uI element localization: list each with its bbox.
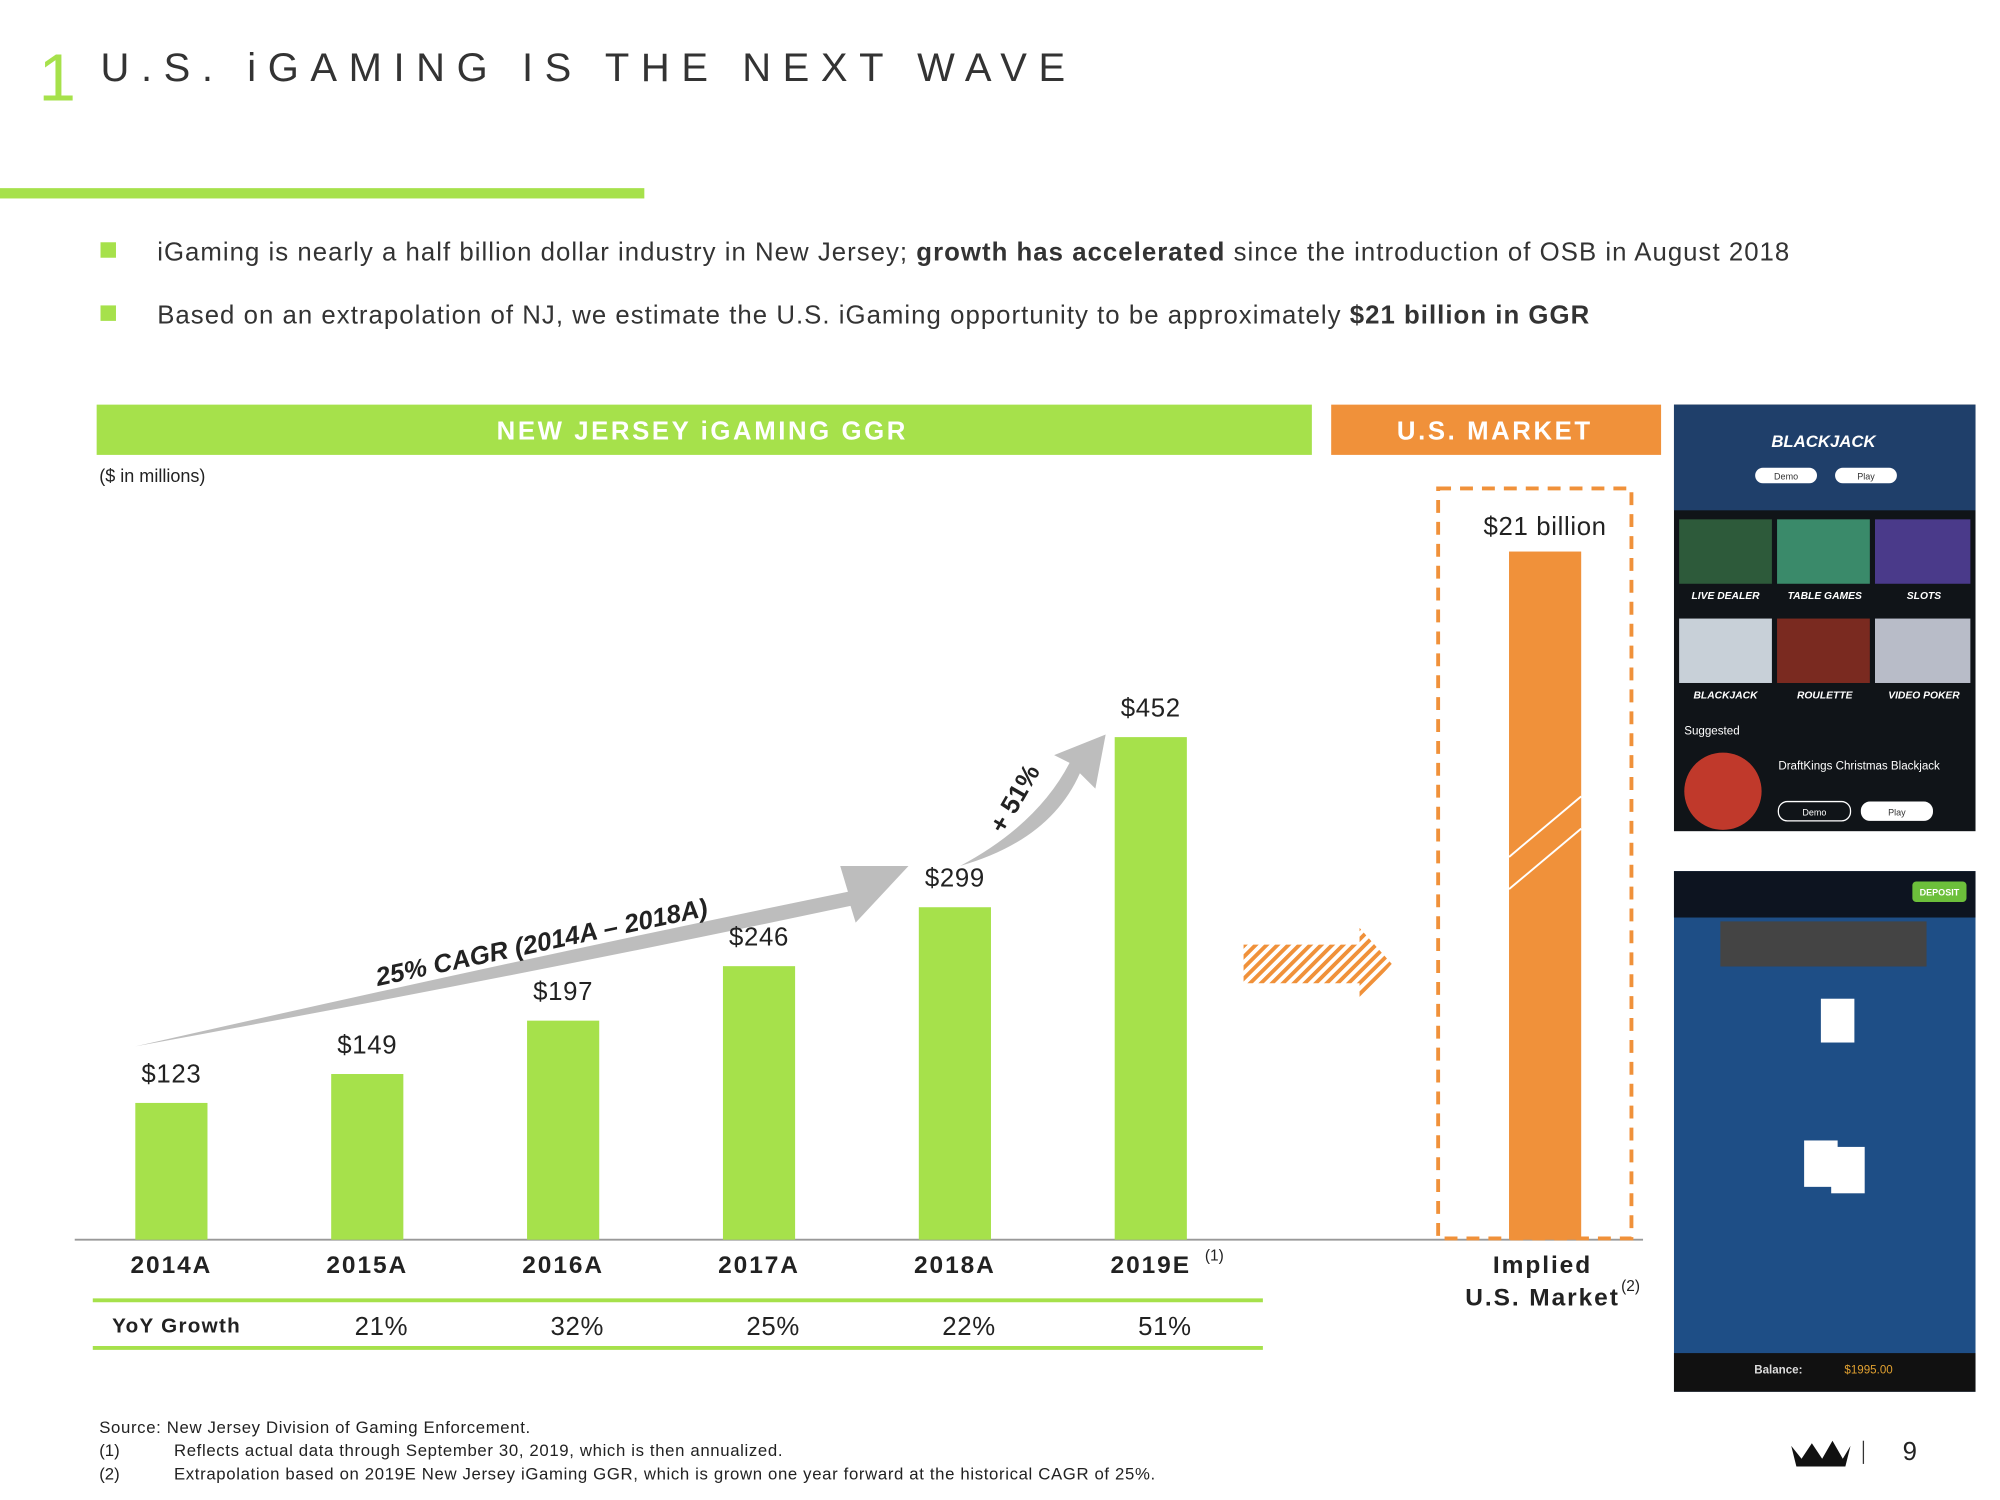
chart-header-bg [96, 404, 1312, 455]
footnote-marker: (2) [99, 1464, 119, 1483]
yoy-value: 21% [355, 1313, 409, 1341]
transition-arrow [1243, 927, 1392, 1000]
yoy-label: YoY Growth [112, 1314, 241, 1337]
growth-arrow [960, 734, 1106, 866]
bullet-marker [100, 242, 116, 258]
game-icon [1684, 752, 1762, 830]
phone-banner [1673, 404, 1976, 511]
yoy-value: 22% [942, 1313, 996, 1341]
bar [331, 1074, 404, 1240]
phone-footer [1673, 1353, 1976, 1392]
value-label: $149 [337, 1031, 397, 1059]
value-label: $21 billion [1484, 513, 1607, 541]
tile-image [1777, 519, 1870, 584]
screen-text: ROULETTE [1797, 690, 1854, 701]
value-label: $246 [729, 924, 789, 952]
button [1835, 467, 1897, 484]
x-tick-label: U.S. Market [1465, 1284, 1620, 1311]
screen-text: LIVE DEALER [1691, 591, 1760, 602]
page-number: 9 [1903, 1438, 1917, 1466]
value-label: $299 [925, 865, 985, 893]
phone-top [1673, 404, 1976, 832]
x-tick-label: 2018A [914, 1252, 996, 1279]
phone-bottom [1673, 871, 1976, 1392]
tile-image [1777, 618, 1870, 683]
card [1831, 1146, 1865, 1194]
value-label: $123 [141, 1060, 201, 1088]
bar [527, 1020, 600, 1240]
bar [918, 907, 991, 1240]
screen-text: Demo [1774, 471, 1798, 481]
x-tick-label: 2016A [522, 1252, 604, 1279]
button [1777, 800, 1852, 822]
screen-text: Play [1857, 471, 1875, 481]
button [1860, 801, 1933, 821]
screen-text: SLOTS [1907, 591, 1941, 602]
axis-break [1508, 827, 1582, 890]
footnote-marker: (2) [1621, 1278, 1640, 1295]
x-tick-label: 2019E [1111, 1252, 1191, 1279]
screen-text: TABLE GAMES [1788, 591, 1862, 602]
x-tick-label: 2017A [718, 1252, 800, 1279]
bullet-text: iGaming is nearly a half billion dollar … [157, 238, 1790, 266]
chart-subtitle: ($ in millions) [99, 466, 205, 486]
tile-image [1875, 519, 1971, 584]
screen-text: Play [1888, 808, 1906, 818]
page-title: U.S. iGAMING IS THE NEXT WAVE [101, 46, 1077, 90]
market-header-bg [1331, 404, 1662, 455]
screen-text: BLACKJACK [1771, 432, 1877, 451]
bar [722, 966, 796, 1240]
title-rule [0, 188, 645, 199]
footnote-marker: (1) [99, 1441, 119, 1460]
value-label: $452 [1121, 694, 1181, 722]
source: Source: New Jersey Division of Gaming En… [99, 1418, 531, 1437]
screen-text: DraftKings Christmas Blackjack [1778, 760, 1940, 772]
axis-break [1508, 795, 1582, 858]
bullet-part: iGaming is nearly a half billion dollar … [157, 238, 916, 266]
footnote-text: Extrapolation based on 2019E New Jersey … [174, 1464, 1156, 1483]
screen-text: Suggested [1684, 726, 1739, 738]
screen-text: VIDEO POKER [1888, 690, 1960, 701]
bullet-part: $21 billion in GGR [1350, 301, 1590, 329]
yoy-value: 25% [746, 1313, 800, 1341]
footnote-marker: (1) [1205, 1247, 1224, 1264]
market-bar [1509, 551, 1582, 1240]
footnote-text: Reflects actual data through September 3… [174, 1441, 783, 1460]
bullet-marker [100, 305, 116, 321]
tile-image [1679, 519, 1772, 584]
screen-text: BLACKJACK [1693, 690, 1759, 701]
logo [1791, 1440, 1851, 1467]
screen-text: Demo [1802, 808, 1826, 818]
x-tick-label: Implied [1493, 1252, 1592, 1279]
bullet-part: Based on an extrapolation of NJ, we esti… [157, 301, 1350, 329]
section-number: 1 [39, 41, 76, 116]
screen-text: DEPOSIT [1920, 888, 1960, 898]
chip-rack [1720, 921, 1927, 967]
bullet-part: growth has accelerated [916, 238, 1225, 266]
tile-image [1679, 618, 1772, 683]
screen-text: $1995.00 [1844, 1365, 1892, 1377]
button [1755, 467, 1818, 484]
chart-title: NEW JERSEY iGAMING GGR [497, 417, 908, 445]
yoy-value: 32% [551, 1313, 605, 1341]
card [1820, 998, 1855, 1043]
tile-image [1875, 618, 1971, 683]
button [1912, 881, 1967, 903]
value-label: $197 [533, 978, 593, 1006]
screen-text: Balance: [1754, 1365, 1802, 1377]
bar [1114, 737, 1187, 1240]
market-title: U.S. MARKET [1397, 417, 1593, 445]
bar [135, 1102, 208, 1240]
x-tick-label: 2014A [131, 1252, 213, 1279]
x-tick-label: 2015A [326, 1252, 408, 1279]
bullet-text: Based on an extrapolation of NJ, we esti… [157, 301, 1590, 329]
bullet-part: since the introduction of OSB in August … [1225, 238, 1790, 266]
yoy-value: 51% [1138, 1313, 1192, 1341]
